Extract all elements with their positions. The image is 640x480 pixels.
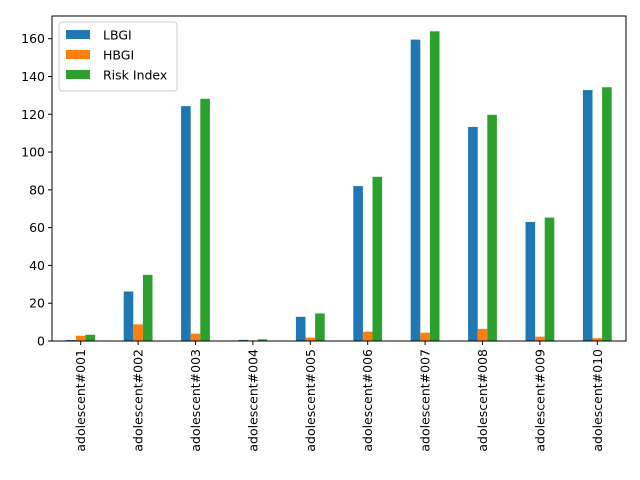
y-tick-label: 20 — [29, 296, 45, 311]
x-tick-label: adolescent#005 — [303, 349, 318, 452]
x-tick-label: adolescent#007 — [418, 349, 433, 452]
bar-risk-index-6 — [372, 176, 383, 341]
bar-lbgi-8 — [468, 126, 478, 341]
y-tick-label: 0 — [37, 334, 45, 349]
x-tick-label: adolescent#003 — [188, 349, 203, 452]
bar-risk-index-2 — [142, 274, 153, 341]
bar-risk-index-9 — [544, 217, 555, 341]
bar-hbgi-10 — [592, 338, 603, 341]
y-tick-label: 80 — [29, 182, 45, 197]
x-axis: adolescent#001 adolescent#002 adolescent#0… — [73, 341, 605, 452]
x-tick-label: adolescent#006 — [360, 349, 375, 452]
x-tick-label: adolescent#002 — [131, 349, 146, 452]
bar-risk-index-7 — [429, 31, 440, 341]
bar-hbgi-1 — [75, 335, 86, 341]
legend-label-lbgi: LBGI — [103, 28, 132, 43]
bar-risk-index-5 — [315, 313, 325, 341]
x-tick-label: adolescent#008 — [475, 349, 490, 452]
y-tick-label: 40 — [29, 258, 45, 273]
legend-swatch-lbgi — [66, 30, 90, 39]
bar-lbgi-7 — [410, 39, 421, 341]
bar-hbgi-9 — [535, 336, 545, 341]
y-tick-label: 60 — [29, 220, 45, 235]
bar-risk-index-4 — [257, 339, 268, 341]
bar-hbgi-7 — [420, 332, 430, 341]
bar-risk-index-3 — [200, 98, 210, 341]
bar-hbgi-5 — [305, 337, 316, 341]
bar-lbgi-9 — [525, 221, 536, 341]
bar-risk-index-10 — [602, 87, 612, 341]
legend-label-hbgi: HBGI — [103, 48, 134, 63]
legend-swatch-hbgi — [66, 50, 90, 59]
legend: LBGI HBGI Risk Index — [58, 21, 178, 92]
bar-lbgi-4 — [238, 339, 249, 341]
bar-hbgi-2 — [133, 324, 143, 341]
legend-swatch-risk-index — [66, 70, 90, 79]
bar-hbgi-8 — [477, 328, 488, 341]
bar-lbgi-2 — [123, 291, 134, 341]
bar-hbgi-6 — [362, 331, 373, 341]
bar-hbgi-3 — [190, 333, 201, 341]
legend-label-risk-index: Risk Index — [103, 68, 167, 83]
x-tick-label: adolescent#004 — [245, 349, 260, 452]
bar-lbgi-10 — [582, 90, 593, 342]
x-tick-label: adolescent#001 — [73, 349, 88, 452]
y-tick-label: 140 — [21, 69, 45, 84]
x-tick-label: adolescent#009 — [532, 349, 547, 452]
y-tick-label: 120 — [21, 107, 45, 122]
bar-risk-index-8 — [487, 114, 497, 341]
bars-layer — [66, 31, 612, 342]
bar-risk-index-1 — [85, 334, 96, 341]
y-tick-label: 160 — [21, 31, 45, 46]
y-tick-label: 100 — [21, 145, 45, 160]
bar-lbgi-5 — [295, 316, 306, 341]
bar-lbgi-6 — [353, 186, 363, 341]
x-tick-label: adolescent#010 — [590, 349, 605, 452]
bar-lbgi-3 — [181, 106, 191, 341]
y-axis: 0 20 40 60 80 100 120 140 160 — [21, 31, 52, 349]
plot-frame — [51, 15, 627, 342]
